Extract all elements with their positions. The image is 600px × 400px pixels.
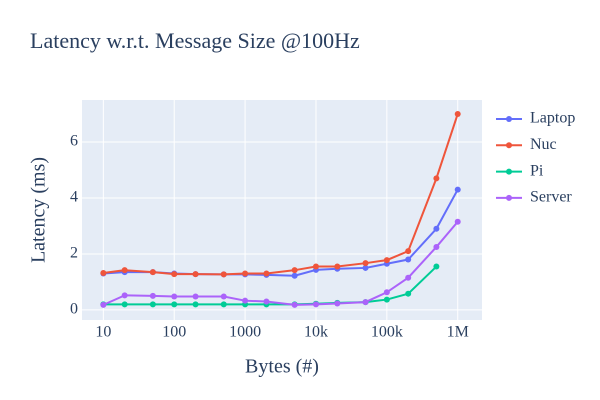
data-point xyxy=(454,218,461,225)
data-point xyxy=(242,297,249,304)
series-line xyxy=(102,221,459,306)
data-point xyxy=(100,301,107,308)
data-point xyxy=(334,263,341,270)
data-point xyxy=(433,243,440,250)
series-line xyxy=(103,113,459,276)
data-point xyxy=(362,264,369,271)
data-point xyxy=(312,301,319,308)
data-point xyxy=(171,271,178,278)
data-point xyxy=(149,292,156,299)
y-tick-label: 6 xyxy=(70,133,78,150)
data-point xyxy=(291,272,298,279)
data-point xyxy=(263,298,270,305)
data-point xyxy=(362,299,369,306)
data-point xyxy=(334,300,341,307)
data-point xyxy=(383,289,390,296)
data-point xyxy=(312,263,319,270)
data-point xyxy=(362,260,369,267)
data-point xyxy=(121,301,128,308)
data-point xyxy=(433,263,440,270)
x-tick-label: 100 xyxy=(162,324,186,341)
data-point xyxy=(171,293,178,300)
x-tick-label: 1M xyxy=(447,324,469,341)
chart-title: Latency w.r.t. Message Size @100Hz xyxy=(30,28,360,53)
legend-marker xyxy=(506,168,512,175)
data-point xyxy=(433,175,440,182)
data-point xyxy=(242,270,249,277)
data-point xyxy=(454,110,461,117)
y-axis-title: Latency (ms) xyxy=(28,157,50,263)
data-point xyxy=(383,257,390,264)
legend-label: Nuc xyxy=(530,136,557,153)
legend-label: Laptop xyxy=(530,110,575,127)
y-tick-label: 4 xyxy=(70,189,78,206)
data-point xyxy=(220,271,227,278)
x-axis-title: Bytes (#) xyxy=(245,356,319,378)
data-point xyxy=(291,267,298,274)
marks xyxy=(100,110,461,308)
data-point xyxy=(149,301,156,308)
grid: 0 2 4 6 10 100 1000 10k 100k 1M xyxy=(70,100,482,341)
data-point xyxy=(220,301,227,308)
data-point xyxy=(149,269,156,276)
x-tick-label: 100k xyxy=(371,324,403,341)
data-point xyxy=(383,296,390,303)
data-point xyxy=(192,293,199,300)
y-tick-label: 2 xyxy=(70,245,78,262)
data-point xyxy=(405,274,412,281)
legend: Laptop Nuc Pi Server xyxy=(496,110,575,206)
data-point xyxy=(192,301,199,308)
data-point xyxy=(171,301,178,308)
data-point xyxy=(405,290,412,297)
data-point xyxy=(405,248,412,255)
y-tick-label: 0 xyxy=(70,301,78,318)
data-point xyxy=(121,292,128,299)
legend-marker xyxy=(506,142,512,149)
x-tick-label: 10 xyxy=(95,324,111,341)
legend-label: Server xyxy=(530,189,572,206)
data-point xyxy=(192,271,199,278)
data-point xyxy=(454,186,461,193)
legend-label: Pi xyxy=(530,162,544,179)
x-tick-label: 1000 xyxy=(229,324,261,341)
data-point xyxy=(100,269,107,276)
data-point xyxy=(433,225,440,232)
x-tick-label: 10k xyxy=(304,324,328,341)
data-point xyxy=(291,301,298,308)
data-point xyxy=(121,267,128,274)
legend-marker xyxy=(506,116,512,122)
data-point xyxy=(263,270,270,277)
data-point xyxy=(220,293,227,300)
plot-area xyxy=(82,100,482,320)
legend-marker xyxy=(506,194,512,201)
data-point xyxy=(405,256,412,263)
